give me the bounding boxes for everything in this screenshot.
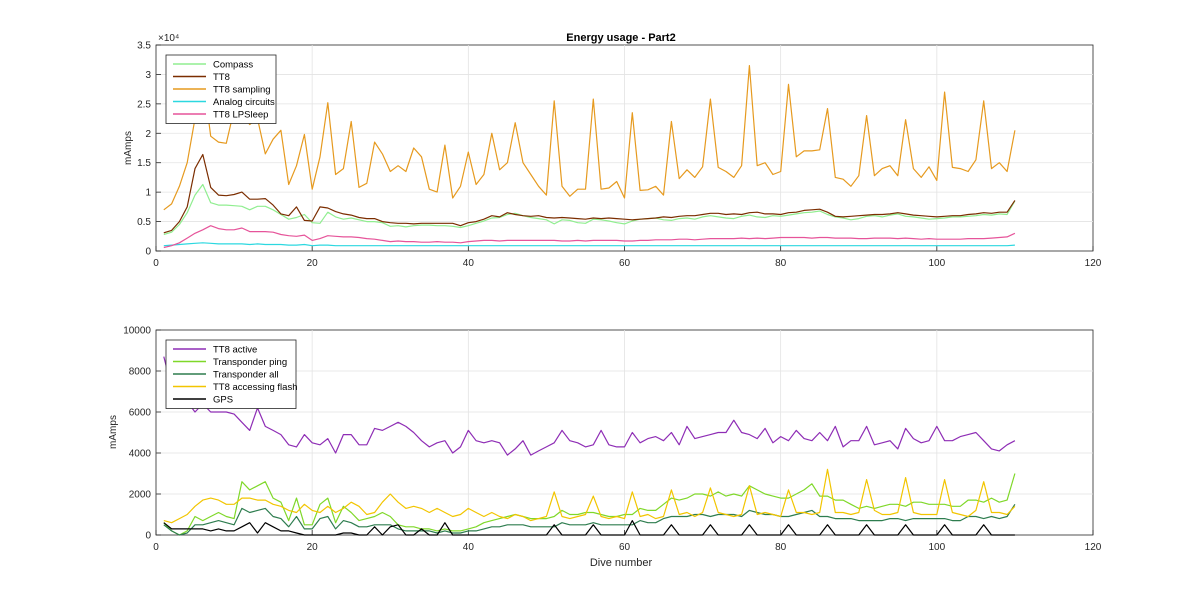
- series-line-transponder-ping: [163, 473, 1016, 536]
- bottom-y-axis-label: mAmps: [108, 415, 119, 449]
- series-line-analog-circuits: [163, 242, 1015, 247]
- y-tick-label: 0: [145, 531, 151, 542]
- legend-entry: TT8 LPSleep: [213, 110, 268, 121]
- x-tick-label: 100: [928, 258, 945, 269]
- y-tick-label: 2.5: [137, 99, 151, 110]
- legend-entry: Transponder all: [213, 370, 279, 381]
- series-line-tt8-sampling: [163, 64, 1016, 211]
- legend-entry: Analog circuits: [213, 97, 275, 108]
- bottom-grid: [156, 330, 1093, 535]
- x-tick-label: 60: [619, 258, 631, 269]
- series-line-tt8-accessing-flash: [163, 468, 1016, 524]
- y-tick-label: 2000: [129, 490, 152, 501]
- y-tick-label: 8000: [129, 367, 152, 378]
- top-tick-labels: 0 20 40 60 80 100 120 0 0.5 1 1.5 2 2.5 3 3.5: [137, 41, 1102, 270]
- legend-entry: GPS: [213, 395, 233, 406]
- legend-entry: Compass: [213, 60, 253, 71]
- x-tick-label: 0: [153, 258, 159, 269]
- x-tick-label: 40: [463, 542, 475, 553]
- y-tick-label: 0: [145, 247, 151, 258]
- x-tick-label: 120: [1085, 258, 1102, 269]
- y-tick-label: 6000: [129, 408, 152, 419]
- x-tick-label: 20: [307, 542, 319, 553]
- x-tick-label: 100: [928, 542, 945, 553]
- legend-entry: TT8 sampling: [213, 85, 271, 96]
- series-line-gps: [163, 519, 1015, 536]
- y-tick-label: 2: [145, 129, 151, 140]
- y-tick-label: 10000: [123, 326, 151, 337]
- series-line-transponder-all: [163, 503, 1016, 536]
- legend-entry: TT8: [213, 72, 230, 83]
- legend-entry: Transponder ping: [213, 357, 287, 368]
- series-line-tt8-lpsleep: [163, 225, 1016, 249]
- bottom-tick-labels: 0 20 40 60 80 100 120 0 2000 4000 6000 8000 10000: [123, 326, 1102, 554]
- figure-title: Energy usage - Part2: [566, 32, 675, 44]
- legend-entry: TT8 active: [213, 345, 257, 356]
- x-tick-label: 80: [775, 542, 787, 553]
- x-tick-label: 80: [775, 258, 787, 269]
- top-y-axis-label: mAmps: [123, 131, 134, 165]
- top-plot: 0 20 40 60 80 100 120 0 0.5 1 1.5 2 2.5 3 3.5 ×10⁴ mAm…: [123, 33, 1102, 269]
- x-tick-label: 120: [1085, 542, 1102, 553]
- y-tick-label: 1.5: [137, 158, 151, 169]
- series-line-compass: [163, 183, 1016, 236]
- series-line-tt8: [163, 153, 1016, 234]
- y-tick-label: 0.5: [137, 217, 151, 228]
- bottom-plot: 0 20 40 60 80 100 120 0 2000 4000 6000 8000 10000 mA…: [108, 326, 1102, 570]
- series-line-tt8-active: [163, 356, 1016, 456]
- top-y-exponent: ×10⁴: [158, 33, 179, 44]
- x-tick-label: 0: [153, 542, 159, 553]
- y-tick-label: 4000: [129, 449, 152, 460]
- y-tick-label: 1: [145, 188, 151, 199]
- top-series-lines: [163, 64, 1016, 249]
- bottom-series-lines: [163, 356, 1016, 536]
- x-tick-label: 40: [463, 258, 475, 269]
- x-axis-label: Dive number: [590, 557, 653, 569]
- x-tick-label: 20: [307, 258, 319, 269]
- x-tick-label: 60: [619, 542, 631, 553]
- y-tick-label: 3.5: [137, 41, 151, 52]
- legend-entry: TT8 accessing flash: [213, 382, 297, 393]
- y-tick-label: 3: [145, 70, 151, 81]
